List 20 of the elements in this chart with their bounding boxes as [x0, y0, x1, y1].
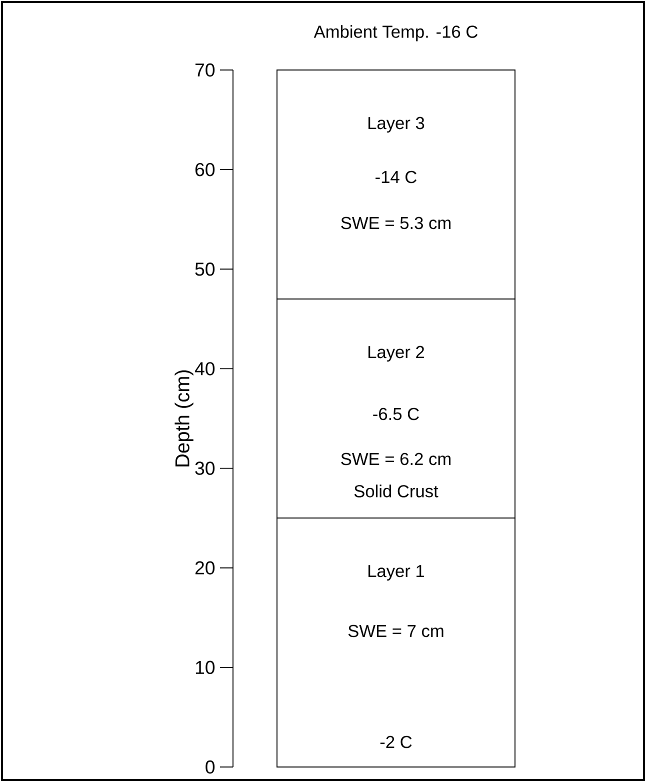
annotation: SWE = 6.2 cm	[341, 452, 450, 466]
annotation: -14 C	[376, 170, 417, 184]
annotation: -2 C	[380, 736, 412, 748]
annotation: SWE = 5.3 cm	[341, 216, 450, 230]
y-tick-label: 20	[195, 561, 215, 574]
y-tick-label: 70	[195, 63, 215, 77]
y-tick-label: 0	[206, 760, 215, 774]
series-label: Layer 2	[368, 346, 424, 362]
y-tick-label: 30	[195, 462, 215, 475]
series-label: Layer 3	[368, 116, 424, 133]
y-tick-label: 10	[196, 660, 215, 674]
annotation: SWE = 7 cm	[348, 624, 444, 638]
y-tick-label: 50	[195, 262, 215, 276]
annotation: -6.5 C	[373, 408, 419, 420]
y-axis-title: Depth (cm)	[174, 370, 194, 466]
series-label: Layer 1	[368, 565, 424, 581]
chart-title: Ambient Temp. -16 C	[314, 25, 478, 42]
y-tick-label: 40	[194, 362, 215, 376]
y-tick-label: 60	[195, 162, 215, 176]
annotation: Solid Crust	[354, 484, 438, 498]
